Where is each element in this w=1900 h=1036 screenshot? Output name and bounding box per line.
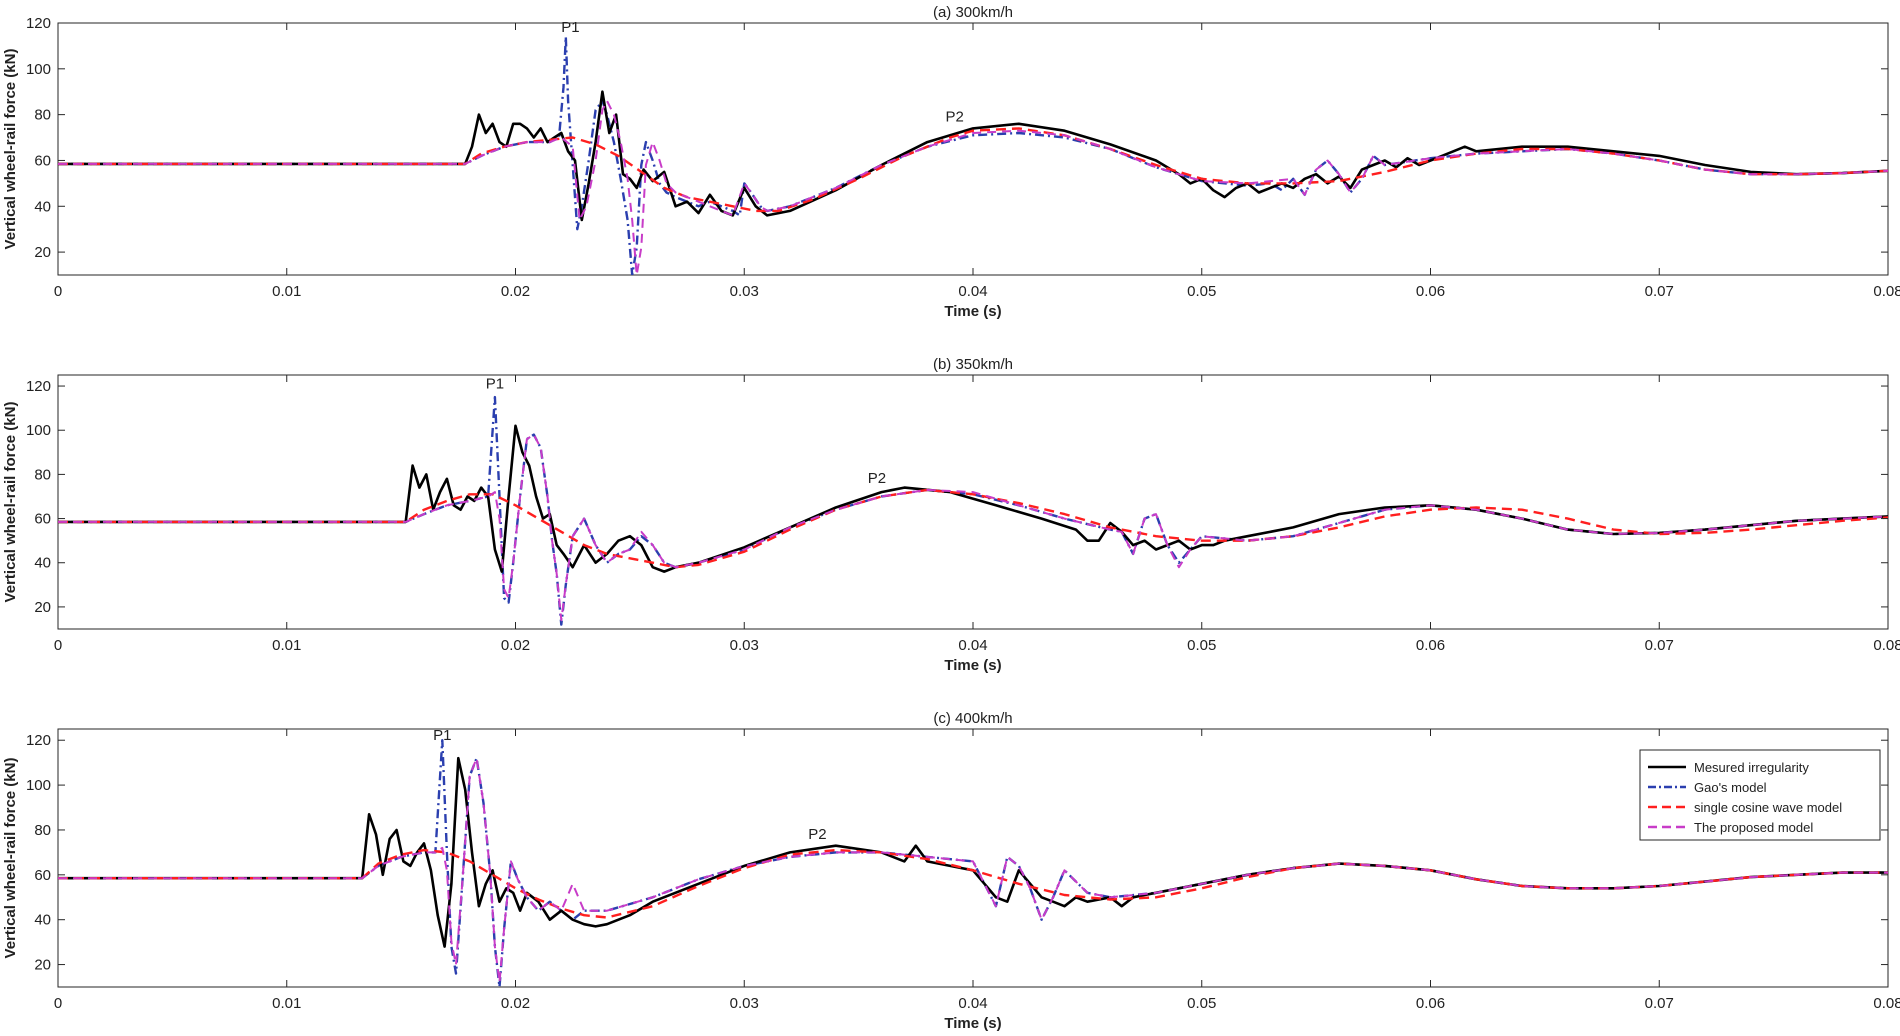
- y-tick-label: 40: [34, 555, 51, 572]
- y-tick-label: 120: [26, 732, 51, 749]
- panel-title: (b) 350km/h: [933, 356, 1013, 373]
- annotation-label: P2: [868, 470, 886, 487]
- x-tick-label: 0.08: [1873, 283, 1900, 300]
- x-tick-label: 0.07: [1645, 995, 1674, 1012]
- x-tick-label: 0.01: [272, 283, 301, 300]
- series-line-cosine: [58, 488, 1888, 569]
- panel-title: (a) 300km/h: [933, 4, 1013, 21]
- legend-label: The proposed model: [1694, 820, 1813, 835]
- x-tick-label: 0.04: [958, 637, 987, 654]
- series-line-cosine: [58, 848, 1888, 919]
- x-tick-label: 0.01: [272, 995, 301, 1012]
- x-tick-label: 0.06: [1416, 637, 1445, 654]
- plot-frame: [57, 22, 1889, 276]
- plot-frame: [57, 728, 1889, 988]
- legend-label: Gao's model: [1694, 780, 1767, 795]
- legend-label: Mesured irregularity: [1694, 760, 1809, 775]
- legend-box: [1639, 749, 1881, 841]
- panel-title: (c) 400km/h: [933, 710, 1012, 727]
- y-tick-label: 40: [34, 912, 51, 929]
- y-tick-label: 80: [34, 107, 51, 124]
- x-tick-label: 0: [54, 283, 62, 300]
- x-axis-label: Time (s): [944, 1015, 1001, 1032]
- x-tick-label: 0.08: [1873, 637, 1900, 654]
- x-tick-label: 0.03: [730, 995, 759, 1012]
- y-tick-label: 80: [34, 466, 51, 483]
- x-tick-label: 0.05: [1187, 995, 1216, 1012]
- y-tick-label: 120: [26, 15, 51, 32]
- y-tick-label: 100: [26, 777, 51, 794]
- series-line-proposed: [58, 433, 1888, 622]
- series-group: [58, 35, 1888, 275]
- x-axis-label: Time (s): [944, 657, 1001, 674]
- x-tick-label: 0.07: [1645, 283, 1674, 300]
- x-tick-label: 0: [54, 637, 62, 654]
- y-tick-label: 60: [34, 152, 51, 169]
- y-tick-label: 80: [34, 822, 51, 839]
- x-tick-label: 0.02: [501, 995, 530, 1012]
- x-tick-label: 0.08: [1873, 995, 1900, 1012]
- y-tick-label: 60: [34, 511, 51, 528]
- x-tick-label: 0.03: [730, 637, 759, 654]
- series-line-cosine: [58, 127, 1888, 213]
- x-tick-label: 0.02: [501, 283, 530, 300]
- chart-panel-3: 0 0.01 0.02 0.03 0.04 0.05 0.06 0.07 0.08 20 40 60 8…: [2, 710, 1900, 1032]
- y-tick-label: 20: [34, 244, 51, 261]
- annotation-label: P1: [433, 727, 451, 744]
- y-tick-label: 100: [26, 422, 51, 439]
- x-tick-label: 0.07: [1645, 637, 1674, 654]
- x-tick-label: 0.03: [730, 283, 759, 300]
- chart-panel-1: 0 0.01 0.02 0.03 0.04 0.05 0.06 0.07 0.08 20 40 60 8…: [2, 4, 1900, 320]
- y-tick-label: 100: [26, 61, 51, 78]
- series-group: [58, 395, 1888, 626]
- x-tick-label: 0.04: [958, 283, 987, 300]
- series-line-proposed: [58, 99, 1888, 275]
- chart-panel-2: 0 0.01 0.02 0.03 0.04 0.05 0.06 0.07 0.08 20 40 60 8…: [2, 356, 1900, 674]
- x-tick-label: 0.02: [501, 637, 530, 654]
- annotation-label: P1: [486, 375, 504, 392]
- annotation-label: P2: [946, 109, 964, 126]
- series-line-measured: [58, 424, 1888, 573]
- x-axis-label: Time (s): [944, 303, 1001, 320]
- x-tick-label: 0.05: [1187, 283, 1216, 300]
- y-tick-label: 20: [34, 957, 51, 974]
- annotation-label: P2: [808, 826, 826, 843]
- x-tick-label: 0.01: [272, 637, 301, 654]
- y-axis-label: Vertical wheel-rail force (kN): [2, 758, 19, 959]
- legend: Mesured irregularity Gao's model single co…: [1639, 749, 1881, 841]
- x-tick-label: 0.06: [1416, 283, 1445, 300]
- x-tick-label: 0.05: [1187, 637, 1216, 654]
- y-tick-label: 60: [34, 867, 51, 884]
- x-tick-label: 0.06: [1416, 995, 1445, 1012]
- y-axis-label: Vertical wheel-rail force (kN): [2, 49, 19, 250]
- x-tick-label: 0: [54, 995, 62, 1012]
- plot-frame: [57, 374, 1889, 630]
- y-tick-label: 20: [34, 599, 51, 616]
- y-tick-label: 40: [34, 198, 51, 215]
- y-tick-label: 120: [26, 378, 51, 395]
- x-tick-label: 0.04: [958, 995, 987, 1012]
- annotation-label: P1: [561, 19, 579, 36]
- legend-label: single cosine wave model: [1694, 800, 1842, 815]
- series-group: [58, 739, 1888, 987]
- y-axis-label: Vertical wheel-rail force (kN): [2, 402, 19, 603]
